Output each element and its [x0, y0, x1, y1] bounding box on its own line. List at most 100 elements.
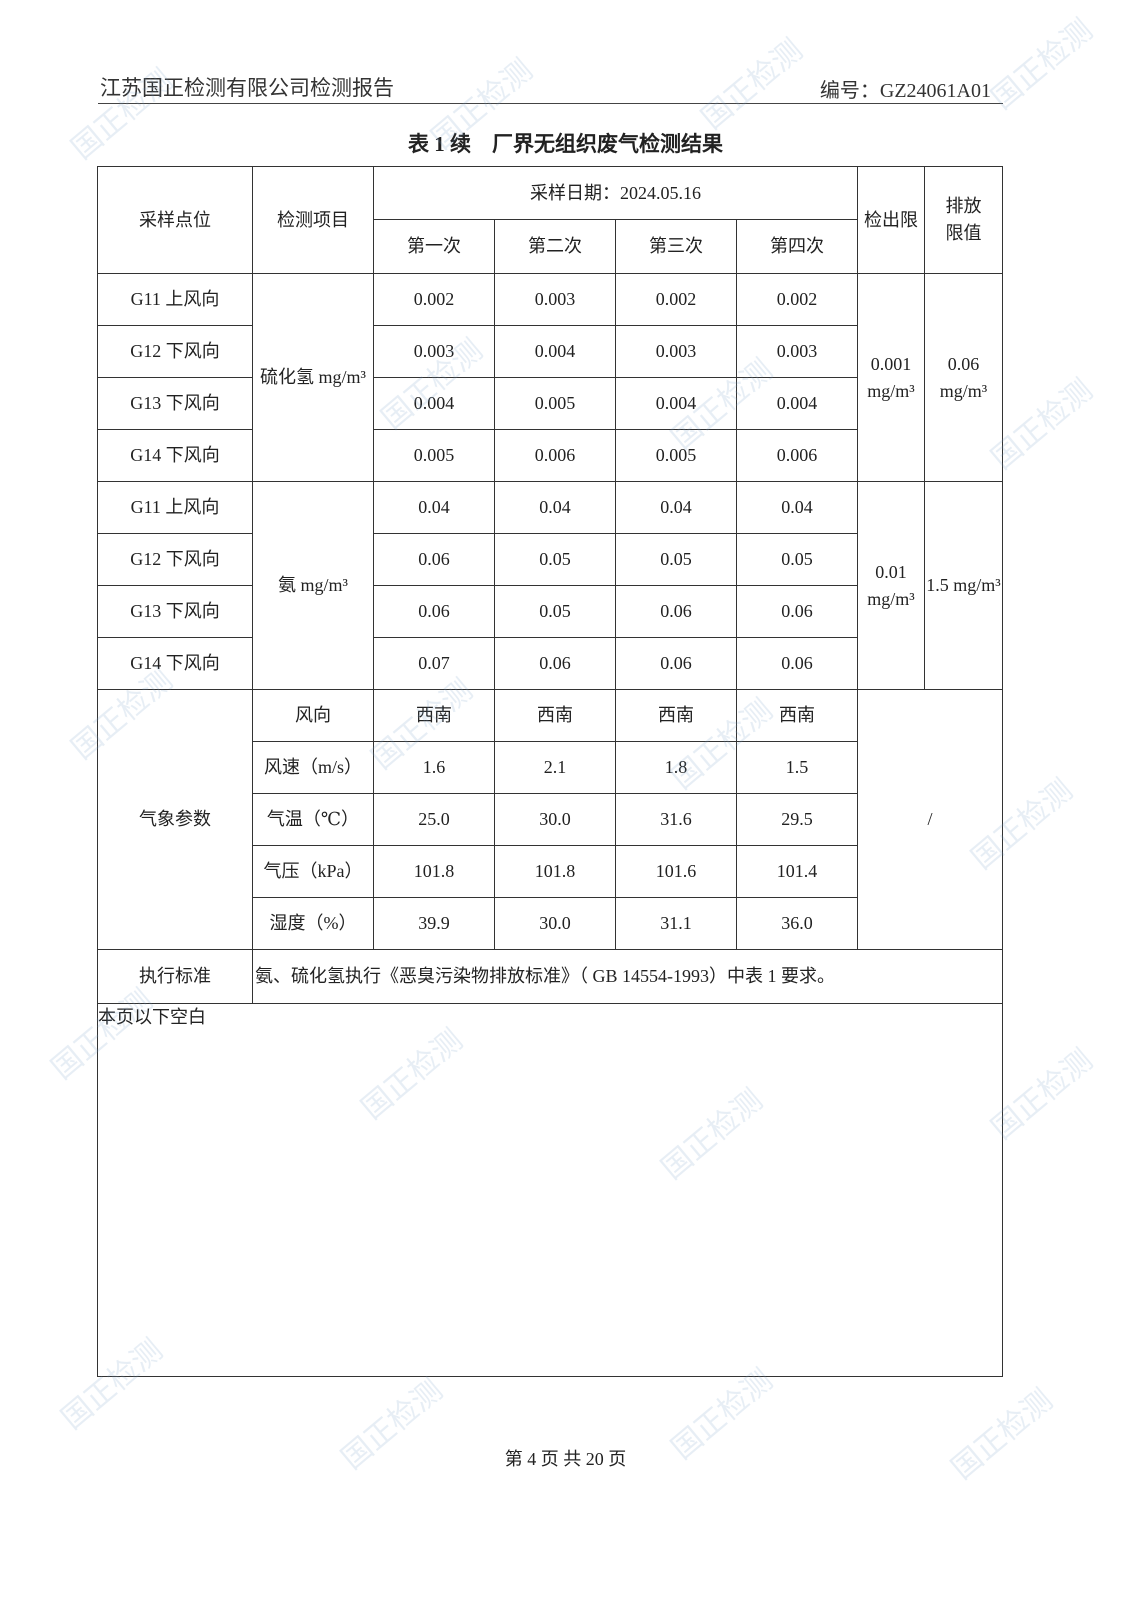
results-table: 采样点位 检测项目 采样日期：2024.05.16 检出限 排放限值 第一次 第…: [97, 166, 1003, 1377]
weather-value: 30.0: [494, 897, 616, 950]
standard-label: 执行标准: [97, 949, 253, 1004]
header-detect-limit: 检出限: [857, 166, 925, 274]
weather-row: 气象参数 风向 西南 西南 西南 西南 /: [97, 689, 1003, 950]
standard-text: 氨、硫化氢执行《恶臭污染物排放标准》（ GB 14554-1993）中表 1 要…: [252, 949, 1003, 1004]
header-emission-limit: 排放限值: [924, 166, 1003, 274]
result-value: 0.06: [736, 637, 858, 690]
table-row: G13 下风向 0.06 0.05 0.06 0.06: [97, 585, 1003, 638]
weather-value: 101.6: [615, 845, 737, 898]
weather-value: 西南: [494, 689, 616, 742]
result-value: 0.04: [615, 481, 737, 534]
result-value: 0.06: [615, 585, 737, 638]
weather-row: 湿度（%） 39.9 30.0 31.1 36.0: [98, 897, 1003, 950]
sampling-site: G14 下风向: [97, 637, 253, 690]
result-value: 0.05: [494, 585, 616, 638]
table-row: G11 上风向氨 mg/m³ 0.04 0.04 0.04 0.04 0.01 mg/m³…: [97, 481, 1003, 690]
result-value: 0.06: [373, 533, 495, 586]
result-value: 0.005: [615, 429, 737, 482]
weather-value: 西南: [373, 689, 495, 742]
result-value: 0.07: [373, 637, 495, 690]
result-value: 0.05: [494, 533, 616, 586]
test-item: 硫化氢 mg/m³: [252, 273, 374, 482]
result-value: 0.006: [736, 429, 858, 482]
result-value: 0.005: [373, 429, 495, 482]
table-row: G14 下风向 0.07 0.06 0.06 0.06: [97, 637, 1003, 690]
weather-value: 101.8: [494, 845, 616, 898]
result-value: 0.003: [494, 273, 616, 326]
table-title: 表 1 续 厂界无组织废气检测结果: [408, 132, 723, 156]
watermark-logo: 国正检测: [695, 32, 810, 137]
weather-param: 气压（kPa）: [252, 845, 374, 898]
table-row: G12 下风向 0.003 0.004 0.003 0.003: [97, 325, 1003, 378]
detect-limit: 0.001 mg/m³: [857, 273, 925, 482]
weather-label: 气象参数: [97, 689, 253, 950]
result-value: 0.06: [615, 637, 737, 690]
weather-value: 西南: [615, 689, 737, 742]
result-value: 0.002: [736, 273, 858, 326]
blank-note: 本页以下空白: [97, 1003, 1003, 1377]
header-round-2: 第二次: [494, 219, 616, 274]
weather-row: 气温（℃） 25.0 30.0 31.6 29.5: [98, 793, 1003, 846]
header-round-1: 第一次: [373, 219, 495, 274]
emission-limit: 0.06 mg/m³: [924, 273, 1003, 482]
weather-value: 1.6: [373, 741, 495, 794]
result-value: 0.005: [494, 377, 616, 430]
header-round-3: 第三次: [615, 219, 737, 274]
weather-value: 30.0: [494, 793, 616, 846]
result-value: 0.003: [373, 325, 495, 378]
table-row: G14 下风向 0.005 0.006 0.005 0.006: [97, 429, 1003, 482]
weather-value: 31.1: [615, 897, 737, 950]
detect-limit: 0.01 mg/m³: [857, 481, 925, 690]
weather-na: /: [857, 689, 1003, 950]
test-item: 氨 mg/m³: [252, 481, 374, 690]
result-value: 0.06: [736, 585, 858, 638]
table-row: G12 下风向 0.06 0.05 0.05 0.05: [97, 533, 1003, 586]
page-footer: 第 4 页 共 20 页: [504, 1449, 627, 1469]
header-sampling-date: 采样日期：2024.05.16: [373, 166, 858, 220]
result-value: 0.006: [494, 429, 616, 482]
sampling-site: G11 上风向: [97, 481, 253, 534]
result-value: 0.003: [736, 325, 858, 378]
header-site: 采样点位: [97, 166, 253, 274]
weather-value: 101.8: [373, 845, 495, 898]
weather-value: 39.9: [373, 897, 495, 950]
sampling-site: G11 上风向: [97, 273, 253, 326]
result-value: 0.05: [615, 533, 737, 586]
weather-value: 1.8: [615, 741, 737, 794]
weather-value: 31.6: [615, 793, 737, 846]
sampling-site: G12 下风向: [97, 533, 253, 586]
weather-param: 湿度（%）: [252, 897, 374, 950]
weather-param: 风向: [252, 689, 374, 742]
result-value: 0.003: [615, 325, 737, 378]
weather-row: 气压（kPa） 101.8 101.8 101.6 101.4: [98, 845, 1003, 898]
result-value: 0.04: [494, 481, 616, 534]
result-value: 0.06: [494, 637, 616, 690]
result-value: 0.004: [494, 325, 616, 378]
company-header: 江苏国正检测有限公司检测报告: [100, 76, 394, 100]
weather-value: 29.5: [736, 793, 858, 846]
header-round-4: 第四次: [736, 219, 858, 274]
header-item: 检测项目: [252, 166, 374, 274]
result-value: 0.04: [373, 481, 495, 534]
weather-value: 2.1: [494, 741, 616, 794]
table-row: G13 下风向 0.004 0.005 0.004 0.004: [97, 377, 1003, 430]
weather-value: 25.0: [373, 793, 495, 846]
weather-value: 1.5: [736, 741, 858, 794]
result-value: 0.004: [736, 377, 858, 430]
result-value: 0.05: [736, 533, 858, 586]
weather-value: 101.4: [736, 845, 858, 898]
sampling-site: G12 下风向: [97, 325, 253, 378]
sampling-site: G13 下风向: [97, 585, 253, 638]
sampling-site: G14 下风向: [97, 429, 253, 482]
result-value: 0.04: [736, 481, 858, 534]
result-value: 0.002: [373, 273, 495, 326]
weather-value: 36.0: [736, 897, 858, 950]
result-value: 0.004: [373, 377, 495, 430]
result-value: 0.004: [615, 377, 737, 430]
emission-limit: 1.5 mg/m³: [924, 481, 1003, 690]
sampling-site: G13 下风向: [97, 377, 253, 430]
result-value: 0.002: [615, 273, 737, 326]
weather-value: 西南: [736, 689, 858, 742]
watermark-logo: 国正检测: [985, 12, 1100, 117]
result-value: 0.06: [373, 585, 495, 638]
